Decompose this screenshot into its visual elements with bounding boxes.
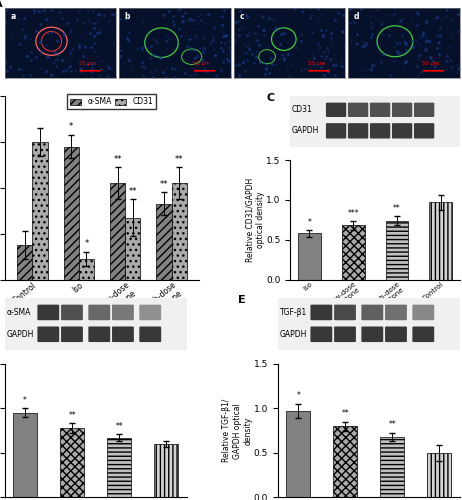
Text: **: **	[388, 420, 396, 430]
FancyBboxPatch shape	[112, 304, 134, 320]
Text: GAPDH: GAPDH	[292, 126, 319, 136]
Text: *: *	[296, 392, 300, 400]
Text: CD31: CD31	[292, 106, 313, 114]
Text: c: c	[239, 12, 244, 22]
Text: *: *	[23, 396, 27, 405]
Bar	[385, 220, 408, 280]
Text: *: *	[69, 122, 73, 132]
Text: GAPDH: GAPDH	[280, 330, 307, 339]
FancyBboxPatch shape	[140, 326, 161, 342]
Bar	[63, 146, 79, 280]
FancyBboxPatch shape	[326, 123, 346, 138]
Text: ***: ***	[347, 209, 359, 218]
FancyBboxPatch shape	[370, 123, 390, 138]
Text: **: **	[393, 204, 401, 212]
Bar	[429, 202, 452, 280]
FancyBboxPatch shape	[37, 326, 59, 342]
Bar	[333, 426, 358, 498]
Text: 50 μm: 50 μm	[422, 61, 439, 66]
Y-axis label: Relative CD31/GAPDH
optical density: Relative CD31/GAPDH optical density	[245, 178, 265, 262]
FancyBboxPatch shape	[361, 304, 383, 320]
Text: TGF-β1: TGF-β1	[280, 308, 307, 317]
FancyBboxPatch shape	[334, 304, 356, 320]
Text: d: d	[353, 12, 359, 22]
FancyBboxPatch shape	[385, 326, 407, 342]
FancyBboxPatch shape	[61, 326, 83, 342]
Text: **: **	[341, 409, 349, 418]
FancyBboxPatch shape	[348, 102, 368, 117]
Text: α-SMA: α-SMA	[6, 308, 31, 317]
Text: **: **	[113, 154, 122, 164]
Bar	[286, 411, 310, 498]
Bar	[107, 438, 131, 498]
Text: **: **	[160, 180, 168, 189]
Text: **: **	[128, 186, 137, 196]
Bar	[110, 184, 125, 280]
FancyBboxPatch shape	[37, 304, 59, 320]
Bar	[13, 413, 37, 498]
Text: *: *	[308, 218, 311, 227]
FancyBboxPatch shape	[385, 304, 407, 320]
Bar	[154, 444, 178, 498]
FancyBboxPatch shape	[392, 123, 412, 138]
FancyBboxPatch shape	[88, 304, 110, 320]
Bar	[342, 226, 365, 280]
Bar	[79, 259, 94, 280]
Bar	[156, 204, 171, 280]
Bar	[17, 246, 32, 280]
Text: A: A	[0, 0, 2, 9]
Text: E: E	[237, 295, 245, 305]
FancyBboxPatch shape	[414, 102, 434, 117]
Text: a: a	[10, 12, 15, 22]
FancyBboxPatch shape	[361, 326, 383, 342]
FancyBboxPatch shape	[414, 123, 434, 138]
Y-axis label: Relative TGF-β1/
GAPDH optical
density: Relative TGF-β1/ GAPDH optical density	[222, 399, 252, 462]
Text: 50 μm: 50 μm	[79, 61, 96, 66]
FancyBboxPatch shape	[140, 304, 161, 320]
Text: *: *	[85, 240, 89, 248]
Text: **: **	[115, 422, 123, 430]
Text: 50 μm: 50 μm	[308, 61, 325, 66]
Text: b: b	[125, 12, 130, 22]
FancyBboxPatch shape	[348, 123, 368, 138]
Legend: α-SMA, CD31: α-SMA, CD31	[67, 94, 156, 110]
FancyBboxPatch shape	[61, 304, 83, 320]
FancyBboxPatch shape	[413, 326, 434, 342]
Text: 50 μm: 50 μm	[194, 61, 210, 66]
Bar	[298, 234, 321, 280]
Bar	[32, 142, 48, 280]
FancyBboxPatch shape	[370, 102, 390, 117]
FancyBboxPatch shape	[88, 326, 110, 342]
FancyBboxPatch shape	[112, 326, 134, 342]
FancyBboxPatch shape	[392, 102, 412, 117]
Text: C: C	[267, 93, 275, 103]
Text: **: **	[175, 154, 183, 164]
Text: **: **	[68, 410, 76, 420]
Bar	[60, 428, 85, 498]
FancyBboxPatch shape	[326, 102, 346, 117]
Bar	[125, 218, 140, 280]
Bar	[171, 184, 187, 280]
Text: GAPDH: GAPDH	[6, 330, 34, 339]
Bar	[427, 453, 451, 498]
FancyBboxPatch shape	[310, 326, 332, 342]
FancyBboxPatch shape	[334, 326, 356, 342]
FancyBboxPatch shape	[413, 304, 434, 320]
FancyBboxPatch shape	[310, 304, 332, 320]
Bar	[380, 437, 404, 498]
